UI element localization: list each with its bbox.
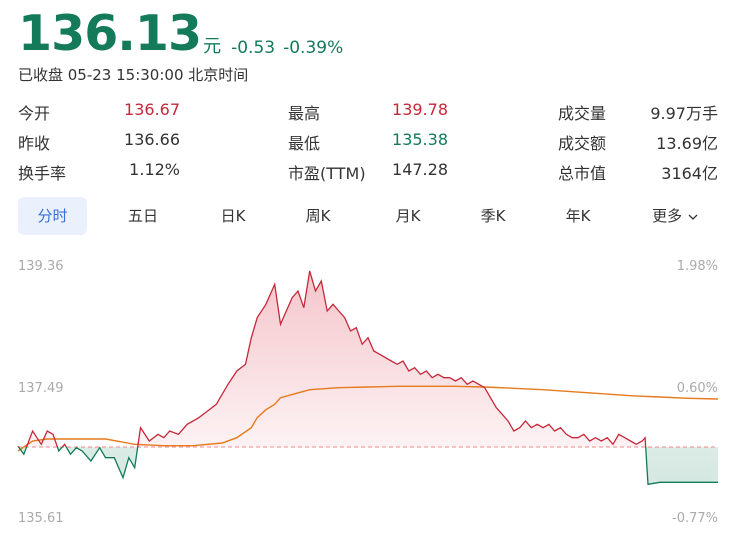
stat-label: 成交量 [558, 104, 607, 123]
stat-value: 136.67 [124, 100, 180, 119]
stat-amount: 成交额 13.69亿 [558, 130, 718, 153]
y-tick-top: 139.36 [18, 259, 64, 274]
stat-value: 147.28 [392, 160, 448, 179]
market-status: 已收盘 05-23 15:30:00 北京时间 [18, 66, 249, 84]
stat-value: 135.38 [392, 130, 448, 149]
tab-label: 周K [305, 207, 331, 225]
stat-value: 136.66 [124, 130, 180, 149]
stat-label: 换手率 [18, 164, 67, 183]
pct-tick-bottom: -0.77% [672, 511, 718, 526]
y-tick-mid: 137.49 [18, 381, 64, 396]
stat-value: 139.78 [392, 100, 448, 119]
tab-five-day[interactable]: 五日 [108, 197, 178, 235]
chart-period-tabs: 分时 五日 日K 周K 月K 季K 年K 更多 [18, 197, 718, 235]
price-line-up [17, 270, 647, 447]
stat-turnover-rate: 换手率 1.12% [18, 160, 180, 183]
stat-low: 最低 135.38 [288, 130, 448, 153]
stat-value: 1.12% [129, 160, 180, 179]
stat-label: 市盈(TTM) [288, 164, 366, 183]
stat-value: 13.69亿 [656, 134, 718, 153]
stat-volume: 成交量 9.97万手 [558, 100, 718, 123]
tab-label: 季K [480, 207, 506, 225]
price-unit: 元 [203, 36, 222, 57]
chevron-down-icon [688, 214, 698, 220]
price-area-up [18, 271, 718, 447]
stat-label: 最低 [288, 134, 321, 153]
tab-monthly-k[interactable]: 月K [373, 197, 443, 235]
tab-weekly-k[interactable]: 周K [283, 197, 353, 235]
stat-value: 9.97万手 [650, 104, 718, 123]
tab-quarterly-k[interactable]: 季K [458, 197, 528, 235]
stat-prev-close: 昨收 136.66 [18, 130, 180, 153]
stat-label: 昨收 [18, 134, 51, 153]
pct-tick-top: 1.98% [676, 259, 718, 274]
price-line-down [17, 447, 718, 486]
tab-label: 月K [395, 207, 421, 225]
stat-open: 今开 136.67 [18, 100, 180, 123]
price-change-percent: -0.39% [283, 38, 344, 58]
stat-pe-ttm: 市盈(TTM) 147.28 [288, 160, 448, 183]
tab-yearly-k[interactable]: 年K [543, 197, 613, 235]
tab-label: 日K [220, 207, 246, 225]
price-change: -0.53 [231, 38, 276, 58]
stat-label: 今开 [18, 104, 51, 123]
stat-label: 最高 [288, 104, 321, 123]
tab-intraday[interactable]: 分时 [18, 197, 87, 235]
current-price: 136.13 [18, 5, 202, 62]
average-price-line [17, 385, 719, 452]
tab-more[interactable]: 更多 [633, 197, 718, 235]
tab-label: 五日 [127, 207, 158, 225]
stat-value: 3164亿 [661, 164, 718, 183]
stat-high: 最高 139.78 [288, 100, 448, 123]
y-tick-bottom: 135.61 [18, 511, 64, 526]
intraday-chart[interactable] [0, 250, 734, 534]
stat-label: 总市值 [558, 164, 607, 183]
tab-daily-k[interactable]: 日K [198, 197, 268, 235]
tab-label: 分时 [37, 207, 68, 225]
stat-label: 成交额 [558, 134, 607, 153]
pct-tick-mid: 0.60% [676, 381, 718, 396]
stat-market-cap: 总市值 3164亿 [558, 160, 718, 183]
tab-label: 更多 [652, 207, 683, 225]
price-header: 136.13 元 -0.53 -0.39% [18, 6, 343, 62]
tab-label: 年K [565, 207, 591, 225]
